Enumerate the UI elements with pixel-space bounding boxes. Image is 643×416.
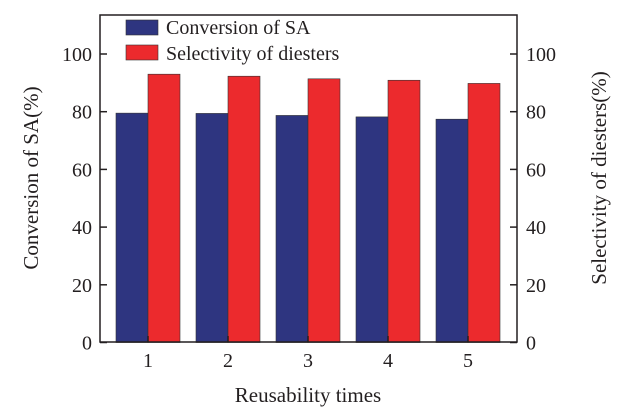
y-tick-label-left-100: 100 xyxy=(62,44,92,66)
bar-selectivity-3 xyxy=(307,78,341,343)
bar-selectivity-1 xyxy=(147,73,181,343)
y-tick-label-left-40: 40 xyxy=(72,217,92,239)
x-tick-label-5: 5 xyxy=(463,350,473,372)
bar-conversion-4 xyxy=(355,116,389,343)
y-tick-label-right-20: 20 xyxy=(526,275,546,297)
x-tick-label-1: 1 xyxy=(143,350,153,372)
legend: Conversion of SA Selectivity of diesters xyxy=(125,17,340,65)
bar-selectivity-4 xyxy=(387,79,421,343)
bar-conversion-2 xyxy=(195,113,229,343)
legend-label-conversion: Conversion of SA xyxy=(166,17,311,39)
bar-selectivity-5 xyxy=(467,83,501,343)
y-tick-label-left-20: 20 xyxy=(72,275,92,297)
y-tick-label-left-80: 80 xyxy=(72,102,92,124)
x-axis-label: Reusability times xyxy=(235,383,381,407)
legend-swatch-selectivity xyxy=(125,44,159,61)
legend-label-selectivity: Selectivity of diesters xyxy=(166,43,340,65)
ticks-layer: 1 2 3 4 5 0 0 20 20 40 40 60 60 80 80 100 100 xyxy=(62,44,556,372)
bar-conversion-3 xyxy=(275,115,309,343)
x-tick-label-2: 2 xyxy=(223,350,233,372)
y-axis-label-right: Selectivity of diesters(%) xyxy=(587,71,611,284)
legend-swatch-conversion xyxy=(125,19,159,36)
x-tick-label-3: 3 xyxy=(303,350,313,372)
y-tick-label-right-80: 80 xyxy=(526,102,546,124)
bars-layer xyxy=(115,73,501,343)
bar-conversion-1 xyxy=(115,112,149,343)
y-axis-label-left: Conversion of SA(%) xyxy=(19,86,43,269)
y-tick-label-right-100: 100 xyxy=(526,44,556,66)
y-tick-label-left-60: 60 xyxy=(72,159,92,181)
y-tick-label-right-0: 0 xyxy=(526,333,536,355)
y-tick-label-right-40: 40 xyxy=(526,217,546,239)
y-tick-label-right-60: 60 xyxy=(526,159,546,181)
y-tick-label-left-0: 0 xyxy=(82,333,92,355)
bar-selectivity-2 xyxy=(227,75,261,343)
bar-conversion-5 xyxy=(435,118,469,343)
x-tick-label-4: 4 xyxy=(383,350,393,372)
